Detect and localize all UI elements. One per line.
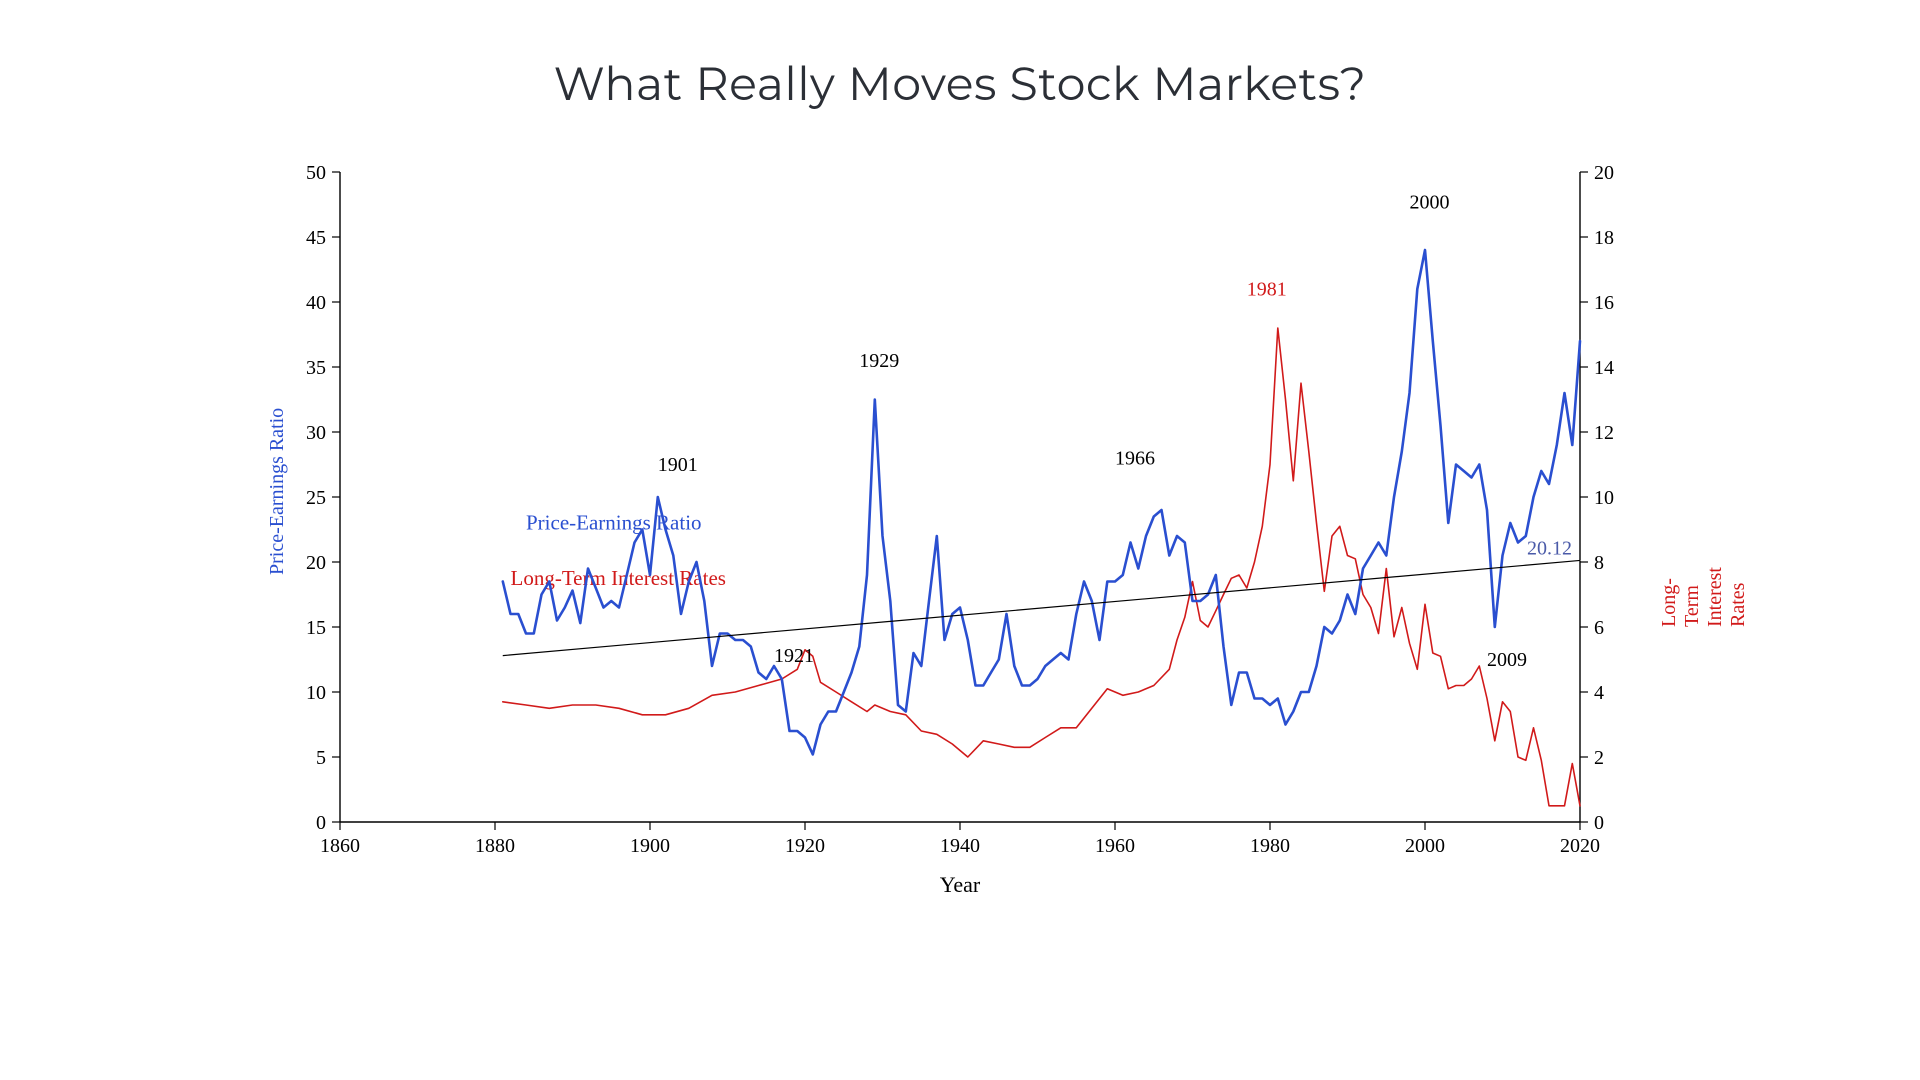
chart-container: Price-Earnings Ratio Long-Term Interest …	[210, 152, 1710, 912]
svg-text:2000: 2000	[1405, 835, 1445, 857]
svg-text:4: 4	[1594, 682, 1604, 704]
svg-text:6: 6	[1594, 617, 1604, 639]
svg-text:Price-Earnings Ratio: Price-Earnings Ratio	[526, 511, 702, 535]
svg-text:10: 10	[306, 682, 326, 704]
svg-text:40: 40	[306, 292, 326, 314]
svg-text:1966: 1966	[1115, 448, 1155, 470]
svg-text:1920: 1920	[785, 835, 825, 857]
svg-text:1880: 1880	[475, 835, 515, 857]
svg-text:1900: 1900	[630, 835, 670, 857]
svg-text:Year: Year	[940, 872, 981, 897]
svg-text:14: 14	[1594, 357, 1614, 379]
svg-text:2020: 2020	[1560, 835, 1600, 857]
svg-text:1901: 1901	[658, 454, 698, 476]
svg-text:30: 30	[306, 422, 326, 444]
svg-text:45: 45	[306, 227, 326, 249]
svg-text:1980: 1980	[1250, 835, 1290, 857]
svg-text:18: 18	[1594, 227, 1614, 249]
svg-text:16: 16	[1594, 292, 1614, 314]
svg-text:8: 8	[1594, 552, 1604, 574]
svg-text:20: 20	[306, 552, 326, 574]
svg-text:1929: 1929	[859, 350, 899, 372]
y-axis-left-label: Price-Earnings Ratio	[266, 408, 289, 575]
svg-text:5: 5	[316, 747, 326, 769]
svg-text:1960: 1960	[1095, 835, 1135, 857]
svg-text:1940: 1940	[940, 835, 980, 857]
svg-text:35: 35	[306, 357, 326, 379]
svg-text:12: 12	[1594, 422, 1614, 444]
svg-text:1981: 1981	[1247, 279, 1287, 301]
svg-text:1921: 1921	[774, 645, 814, 667]
svg-text:0: 0	[316, 812, 326, 834]
svg-text:20: 20	[1594, 162, 1614, 184]
svg-text:2009: 2009	[1487, 649, 1527, 671]
svg-text:0: 0	[1594, 812, 1604, 834]
svg-text:1860: 1860	[320, 835, 360, 857]
svg-text:2000: 2000	[1410, 191, 1450, 213]
line-chart: 186018801900192019401960198020002020Year…	[210, 152, 1710, 912]
svg-text:10: 10	[1594, 487, 1614, 509]
svg-text:50: 50	[306, 162, 326, 184]
y-axis-right-label: Long-Term Interest Rates	[1658, 567, 1750, 627]
svg-text:2: 2	[1594, 747, 1604, 769]
svg-text:20.12: 20.12	[1527, 537, 1572, 559]
svg-text:25: 25	[306, 487, 326, 509]
page-title: What Really Moves Stock Markets?	[0, 55, 1920, 112]
svg-text:15: 15	[306, 617, 326, 639]
